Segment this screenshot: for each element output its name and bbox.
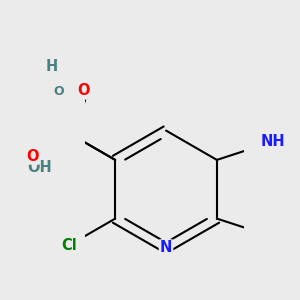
Text: NH: NH	[260, 134, 285, 149]
Text: N: N	[160, 240, 172, 255]
Text: H: H	[46, 58, 59, 74]
Text: O: O	[78, 83, 90, 98]
Text: O: O	[26, 148, 39, 164]
Text: OH: OH	[27, 160, 52, 175]
Text: O: O	[54, 85, 64, 98]
Text: Cl: Cl	[61, 238, 77, 253]
